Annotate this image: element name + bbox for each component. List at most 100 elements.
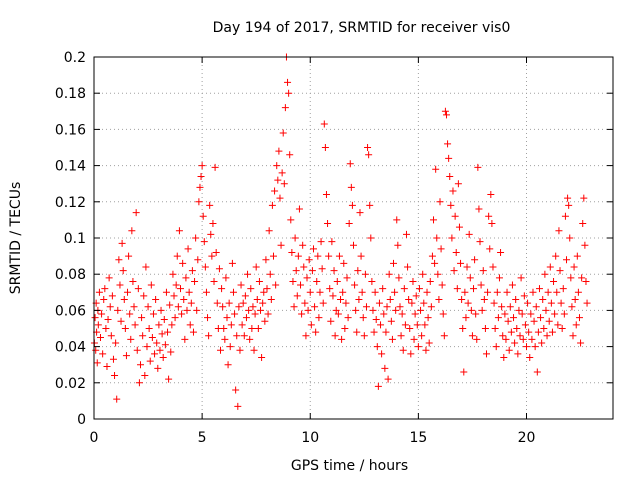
data-point — [157, 306, 165, 314]
data-point — [181, 335, 189, 343]
data-point — [245, 306, 253, 314]
data-point — [228, 259, 236, 267]
data-point — [543, 332, 551, 340]
data-point — [314, 252, 322, 260]
data-point — [523, 343, 530, 351]
data-point — [247, 285, 255, 293]
data-point — [518, 310, 526, 318]
data-point — [280, 180, 288, 188]
data-point — [105, 274, 113, 282]
data-point — [450, 267, 458, 275]
data-point — [301, 299, 309, 307]
data-point — [485, 212, 493, 220]
data-point — [196, 183, 204, 191]
data-point — [300, 263, 308, 271]
data-point — [378, 350, 386, 358]
data-point — [134, 285, 142, 293]
data-point — [382, 328, 390, 336]
grid — [94, 57, 613, 419]
data-point — [226, 343, 234, 351]
data-point — [127, 335, 135, 343]
data-point — [121, 325, 129, 332]
data-point — [459, 325, 467, 332]
data-point — [442, 111, 450, 119]
data-point — [242, 314, 250, 322]
data-point — [161, 341, 169, 349]
data-point — [342, 299, 350, 307]
data-point — [412, 292, 420, 300]
data-point — [465, 230, 473, 238]
data-point — [240, 332, 248, 340]
data-point — [263, 285, 271, 293]
data-point — [372, 315, 380, 323]
data-point — [264, 310, 272, 318]
data-point — [234, 402, 242, 410]
data-point — [147, 281, 155, 289]
data-point — [295, 205, 303, 213]
data-point — [381, 364, 389, 372]
data-point — [133, 346, 141, 354]
data-point — [482, 350, 490, 358]
data-point — [400, 285, 408, 293]
y-tick-label: 0.1 — [64, 231, 86, 247]
data-point — [350, 241, 357, 249]
data-point — [448, 234, 456, 242]
data-point — [311, 303, 319, 311]
data-point — [197, 172, 205, 180]
data-point — [563, 256, 571, 264]
data-point — [428, 252, 436, 260]
data-point — [580, 194, 588, 202]
data-point — [95, 288, 103, 296]
data-point — [139, 332, 147, 340]
data-point — [511, 339, 519, 347]
data-point — [221, 335, 229, 343]
data-point — [367, 234, 375, 242]
data-point — [341, 325, 349, 332]
data-point — [324, 220, 332, 228]
data-point — [558, 325, 566, 332]
data-point — [113, 395, 121, 403]
data-point — [325, 252, 333, 260]
data-point — [433, 234, 441, 242]
data-point — [224, 361, 232, 369]
data-point — [500, 353, 508, 361]
data-point — [321, 144, 329, 151]
data-point — [478, 306, 486, 314]
data-point — [116, 281, 124, 289]
data-point — [167, 348, 175, 356]
data-point — [364, 144, 372, 151]
data-point — [332, 306, 340, 314]
data-point — [423, 288, 431, 296]
data-point — [233, 332, 241, 340]
data-point — [421, 321, 429, 329]
data-point — [540, 325, 548, 332]
data-point — [279, 129, 287, 137]
data-point — [177, 285, 184, 293]
data-point — [547, 299, 555, 307]
data-point — [531, 343, 539, 351]
data-point — [489, 263, 497, 271]
data-point — [135, 379, 143, 387]
data-point — [573, 252, 581, 260]
data-point — [153, 339, 161, 347]
data-point — [476, 238, 484, 246]
data-point — [188, 267, 196, 275]
data-point — [520, 292, 528, 300]
data-point — [249, 303, 257, 311]
data-point — [229, 288, 237, 296]
data-point — [467, 306, 475, 314]
data-point — [414, 343, 422, 351]
data-point — [115, 256, 123, 264]
data-point — [140, 292, 148, 300]
data-point — [446, 172, 454, 180]
data-point — [380, 310, 388, 318]
data-point — [99, 350, 107, 358]
data-point — [521, 321, 529, 329]
data-point — [208, 252, 216, 260]
data-point — [330, 267, 338, 275]
data-point — [524, 299, 532, 307]
data-point — [195, 198, 203, 206]
data-point — [179, 259, 187, 267]
data-points — [90, 53, 591, 410]
data-point — [102, 325, 110, 332]
